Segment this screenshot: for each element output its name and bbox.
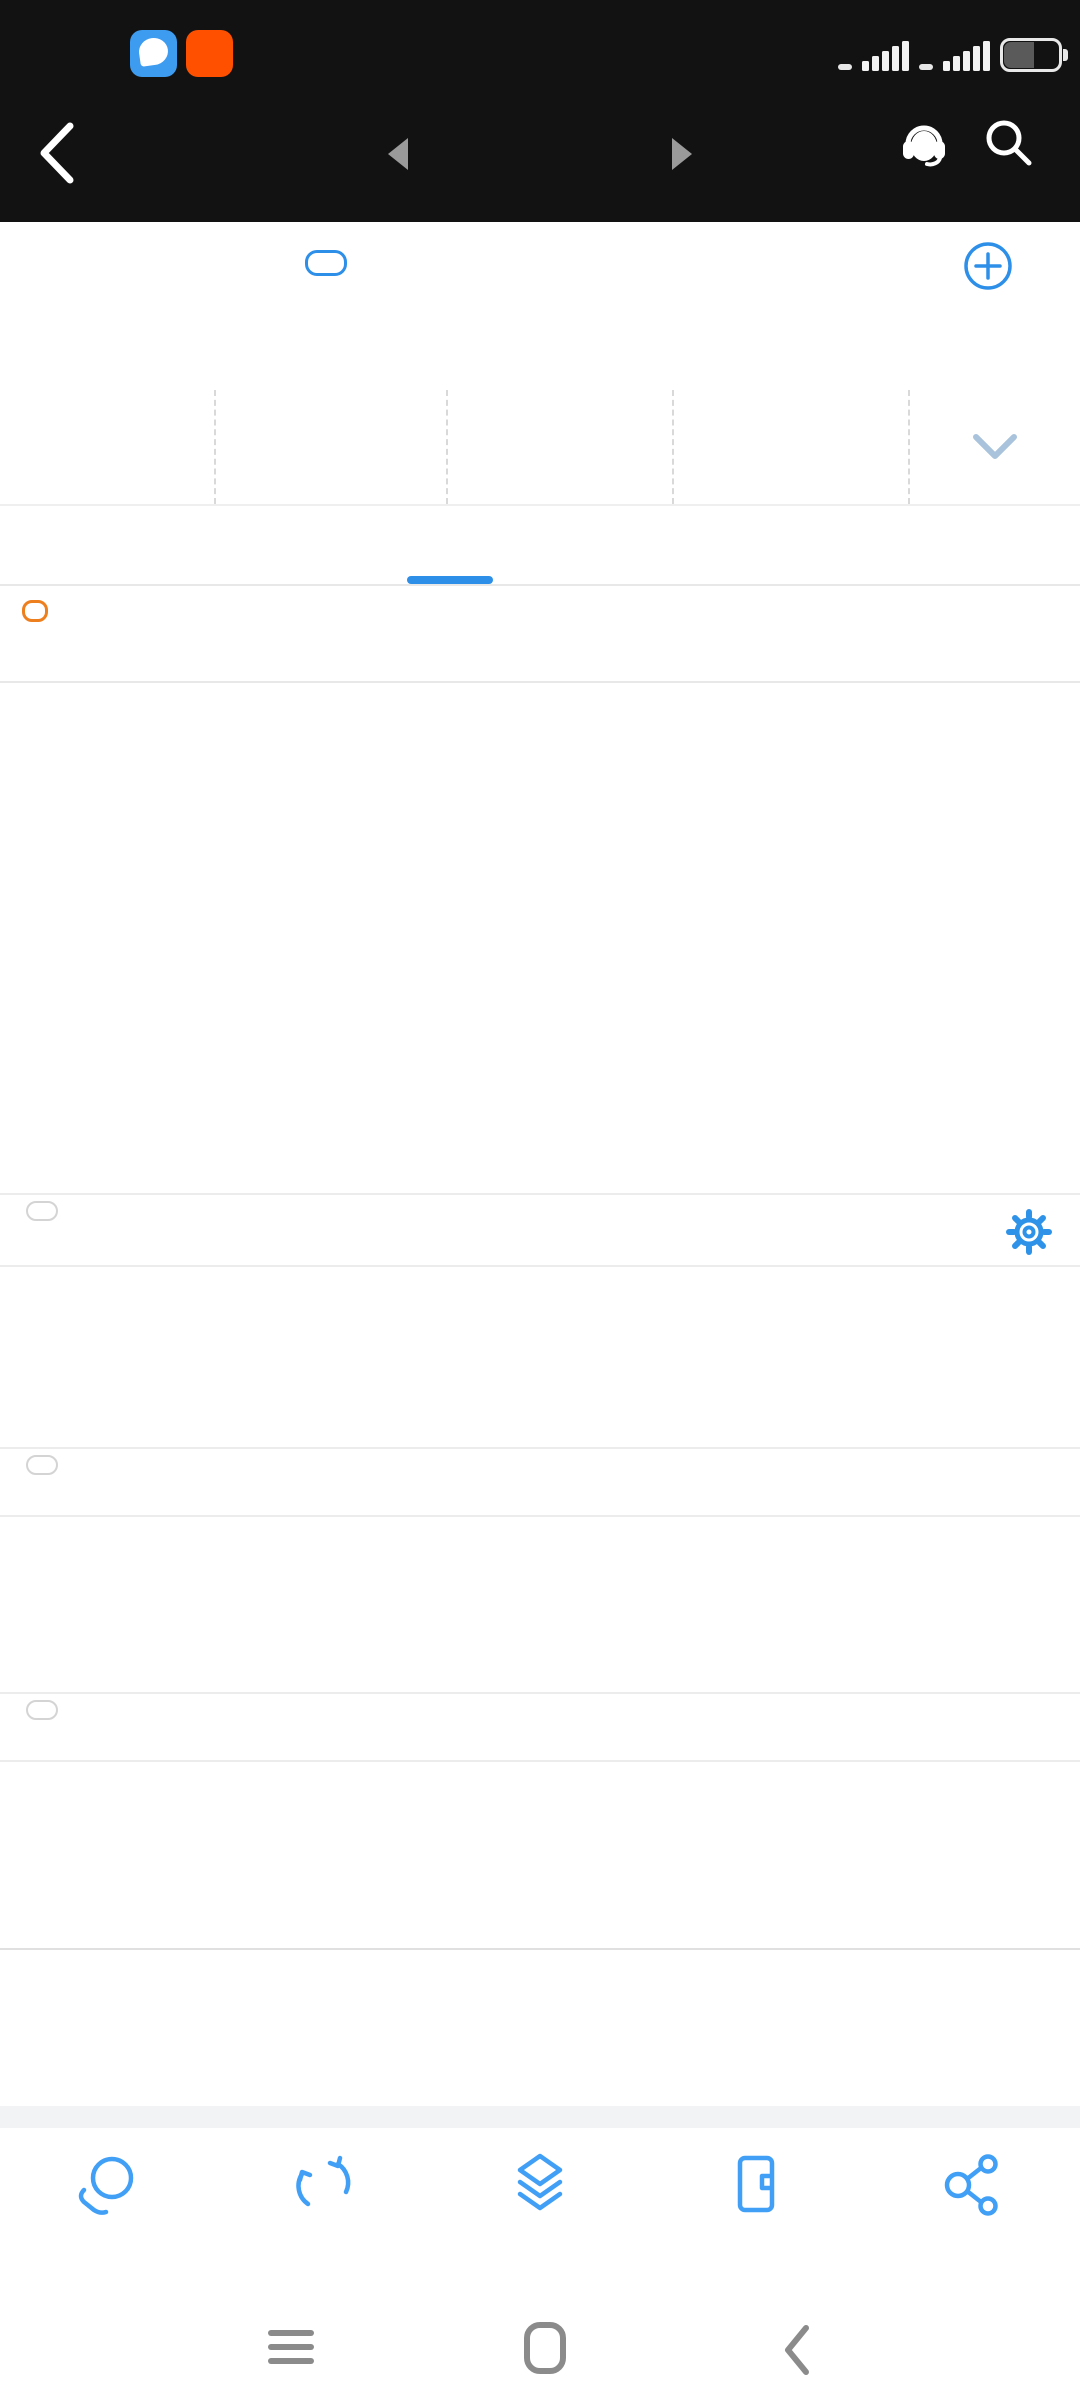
messenger-notification-icon [130, 30, 177, 77]
signal-bars-icon-2 [943, 37, 990, 71]
market-breadth [0, 2030, 1080, 2090]
quote-fields [478, 238, 898, 394]
guess-updown-button[interactable] [216, 2128, 432, 2308]
skdj-header [0, 1447, 1080, 1517]
hd-voice-icon-2 [919, 64, 933, 70]
share-icon [944, 2154, 998, 2216]
tab-daily-k[interactable] [360, 506, 540, 584]
status-icons [838, 34, 1068, 74]
dma-chart[interactable] [0, 1762, 1080, 1950]
action-bar [0, 2128, 1080, 2308]
overlay-layers-icon [517, 2153, 563, 2211]
settings-gear-icon[interactable] [1006, 1209, 1052, 1255]
tab-weekly-k[interactable] [540, 506, 720, 584]
recent-apps-icon[interactable] [268, 2322, 314, 2372]
chart-tabs [0, 506, 1080, 586]
overlay-button[interactable] [432, 2128, 648, 2308]
dma-header [0, 1692, 1080, 1762]
title-bar [0, 84, 1080, 222]
customer-service-icon[interactable] [896, 114, 952, 170]
volume-chart[interactable] [0, 1267, 1080, 1447]
taobao-notification-icon [186, 30, 233, 77]
candlestick-chart[interactable] [0, 681, 1080, 1193]
hd-voice-icon-1 [838, 64, 852, 70]
notes-button[interactable] [648, 2128, 864, 2308]
status-bar [0, 0, 1080, 84]
tab-minute[interactable] [0, 506, 180, 584]
buy-index-icon [78, 2156, 134, 2215]
stats-row [0, 390, 1080, 506]
back-icon[interactable] [30, 120, 90, 186]
alert-button[interactable] [305, 250, 347, 276]
buy-index-button[interactable] [0, 2128, 216, 2308]
tab-period-dropdown[interactable] [900, 506, 1080, 584]
ma-values [224, 592, 294, 684]
guess-updown-icon [296, 2155, 351, 2207]
volume-header [0, 1193, 1080, 1267]
dma-values [228, 1706, 276, 1748]
stat-low [214, 390, 446, 504]
battery-icon [1000, 38, 1068, 72]
system-back-icon[interactable] [778, 2322, 814, 2378]
notes-icon [737, 2155, 775, 2213]
next-stock-icon[interactable] [672, 138, 692, 170]
dma-indicator-dropdown[interactable] [26, 1700, 58, 1720]
share-button[interactable] [864, 2128, 1080, 2308]
volume-ma-values [228, 1211, 308, 1253]
tab-5day[interactable] [180, 506, 360, 584]
add-watchlist-button[interactable] [928, 240, 1048, 300]
home-icon[interactable] [524, 2322, 566, 2374]
tab-monthly-k[interactable] [720, 506, 900, 584]
ma-legend [0, 588, 1080, 682]
volume-indicator-dropdown[interactable] [26, 1201, 58, 1221]
search-icon[interactable] [980, 114, 1036, 170]
dma-svg [0, 1762, 1080, 1950]
skdj-values [228, 1461, 276, 1503]
skdj-chart[interactable] [0, 1517, 1080, 1692]
plus-circle-icon [964, 242, 1012, 290]
system-navigation [0, 2308, 1080, 2400]
skdj-svg [0, 1517, 1080, 1692]
adjust-mode-dropdown[interactable] [22, 600, 48, 622]
expand-stats-button[interactable] [908, 390, 1080, 504]
stat-high [0, 390, 214, 504]
prev-stock-icon[interactable] [388, 138, 408, 170]
signal-bars-icon-1 [862, 37, 909, 71]
chevron-down-icon [973, 434, 1017, 459]
section-divider [0, 2106, 1080, 2128]
candle-svg [0, 683, 1080, 1195]
stat-amplitude [672, 390, 908, 504]
quote-section [0, 222, 1080, 390]
skdj-indicator-dropdown[interactable] [26, 1455, 58, 1475]
volume-svg [0, 1267, 1080, 1447]
stat-volume-ratio [446, 390, 672, 504]
